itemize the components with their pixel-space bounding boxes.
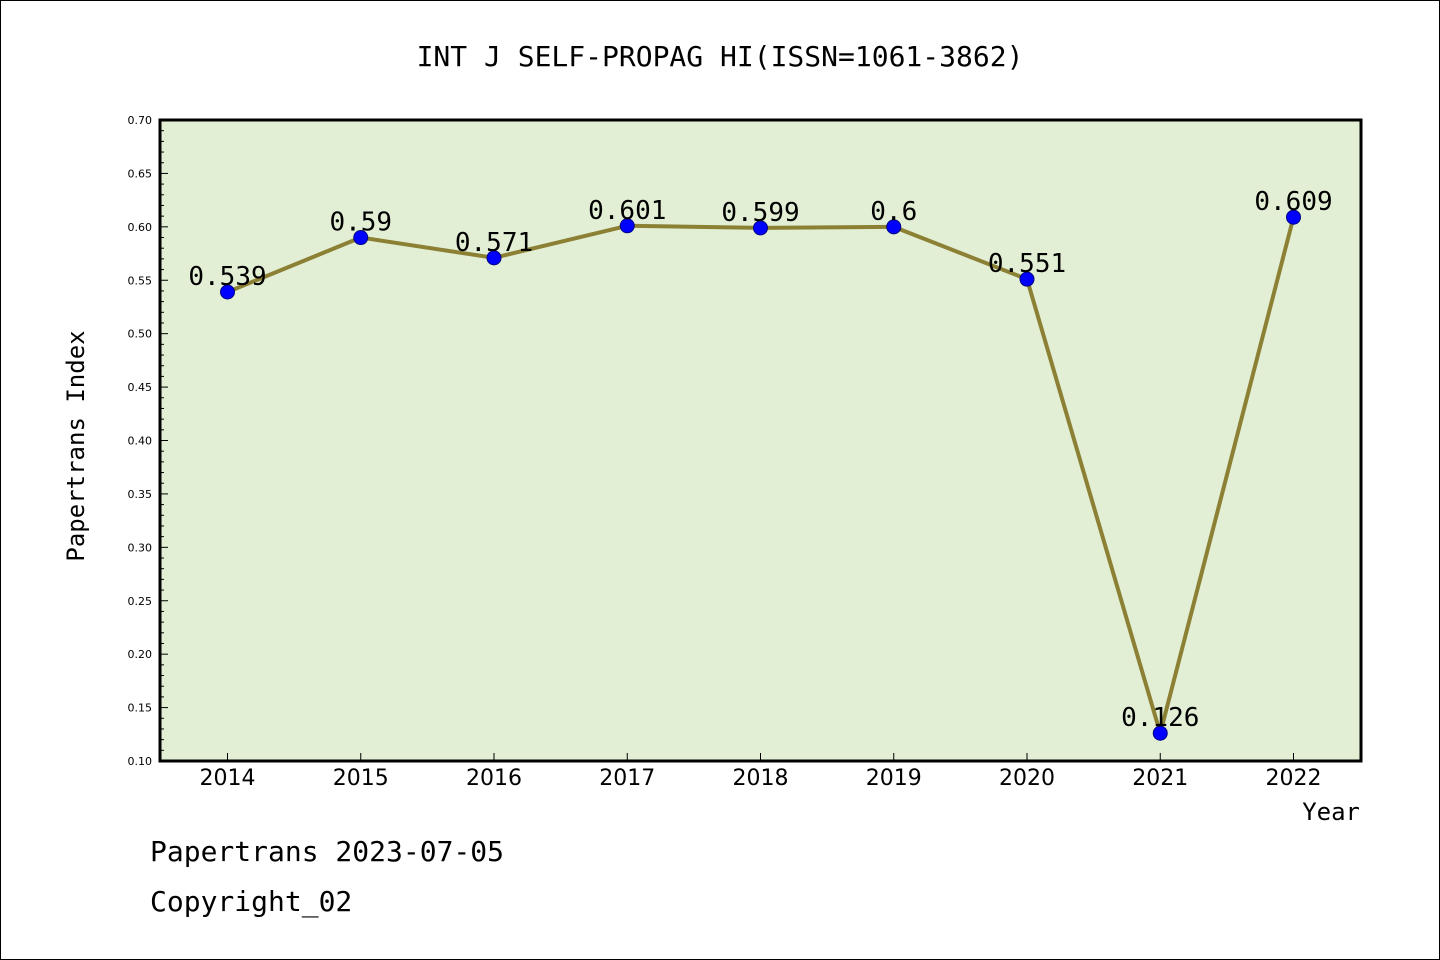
data-point xyxy=(1019,271,1035,287)
data-label: 0.551 xyxy=(988,249,1066,279)
x-axis: 2014 2015 2016 2017 2018 2019 2020 2021 2022 xyxy=(200,753,1322,791)
x-tick-label: 2022 xyxy=(1266,766,1322,791)
x-tick-label: 2015 xyxy=(333,766,389,791)
y-tick-label: 0.60 xyxy=(128,221,153,234)
x-tick-label: 2016 xyxy=(466,766,522,791)
data-label: 0.539 xyxy=(188,262,266,292)
y-tick-label: 0.20 xyxy=(128,648,153,661)
y-tick-label: 0.50 xyxy=(128,328,153,341)
y-tick-label: 0.65 xyxy=(128,167,153,180)
y-tick-label: 0.45 xyxy=(128,381,153,394)
series-line-group xyxy=(220,209,1301,741)
y-tick-label: 0.70 xyxy=(128,114,153,127)
data-point xyxy=(1286,209,1301,225)
x-tick-label: 2021 xyxy=(1132,766,1188,791)
x-tick-label: 2019 xyxy=(866,766,922,791)
data-label: 0.571 xyxy=(455,228,533,258)
data-point xyxy=(886,219,902,235)
y-tick-label: 0.55 xyxy=(128,274,153,287)
data-labels: 0.539 0.59 0.571 0.601 0.599 0.6 0.551 0.126 0.6… xyxy=(188,187,1332,733)
data-label: 0.59 xyxy=(329,208,392,238)
data-point xyxy=(1152,725,1168,741)
data-point xyxy=(486,250,502,266)
y-tick-label: 0.35 xyxy=(128,488,153,501)
y-axis-title: Papertrans Index xyxy=(62,330,90,561)
x-tick-label: 2014 xyxy=(200,766,256,791)
y-tick-label: 0.15 xyxy=(128,702,153,715)
data-point xyxy=(353,230,369,246)
data-label: 0.6 xyxy=(870,197,917,227)
y-tick-label: 0.25 xyxy=(128,595,153,608)
y-axis: 0.10 0.15 0.20 0.25 0.30 0.35 0.40 0.45 0.50 0.55… xyxy=(128,114,168,768)
footer-copyright: Copyright_02 xyxy=(150,885,353,918)
data-point xyxy=(753,220,768,236)
footer-date: Papertrans 2023-07-05 xyxy=(150,835,505,868)
data-label: 0.126 xyxy=(1121,703,1199,733)
data-label: 0.599 xyxy=(721,198,799,228)
y-tick-label: 0.10 xyxy=(128,755,153,768)
x-axis-title: Year xyxy=(1302,798,1360,826)
x-tick-label: 2018 xyxy=(733,766,789,791)
x-tick-label: 2017 xyxy=(599,766,655,791)
y-tick-label: 0.40 xyxy=(128,435,153,448)
data-label: 0.609 xyxy=(1254,187,1332,217)
x-tick-label: 2020 xyxy=(999,766,1055,791)
data-point xyxy=(220,284,235,300)
chart-title: INT J SELF-PROPAG HI(ISSN=1061-3862) xyxy=(417,40,1024,73)
y-tick-label: 0.30 xyxy=(128,541,153,554)
data-label: 0.601 xyxy=(588,196,666,226)
data-point xyxy=(619,218,635,234)
